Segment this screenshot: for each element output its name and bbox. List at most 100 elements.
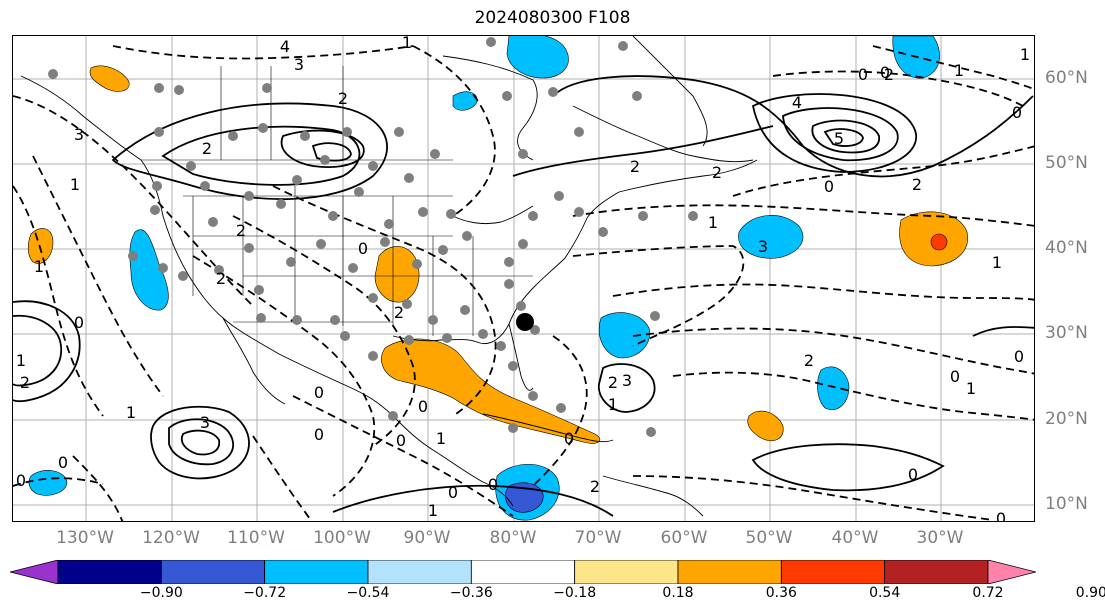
colorbar-tick-label: 0.18 bbox=[662, 585, 694, 601]
contour-label: 0 bbox=[314, 383, 324, 402]
contour-dashed bbox=[572, 204, 1034, 227]
contour-label: 2 bbox=[236, 221, 246, 240]
lat-label: 40°N bbox=[1045, 238, 1088, 258]
lon-label: 120°W bbox=[142, 528, 200, 548]
negative-anomaly-hudson bbox=[452, 91, 478, 111]
station-markers bbox=[48, 37, 698, 437]
colorbar-cell bbox=[160, 560, 266, 584]
contour-dashed bbox=[732, 145, 1034, 197]
strong-positive-core bbox=[930, 233, 948, 251]
contour-label: 5 bbox=[834, 129, 844, 148]
contour-solid bbox=[13, 300, 81, 403]
colorbar-tick-label: 0.54 bbox=[869, 585, 901, 601]
contour-label: 3 bbox=[758, 237, 768, 256]
contours bbox=[13, 75, 1034, 517]
contour-label: 0 bbox=[564, 429, 574, 448]
contour-label: 0 bbox=[488, 475, 498, 494]
colorbar-tick-label: −0.36 bbox=[449, 585, 493, 601]
contour-dashed bbox=[32, 155, 164, 397]
colorbar-tick-label: −0.72 bbox=[243, 585, 287, 601]
lat-label: 30°N bbox=[1045, 323, 1088, 343]
contour-dashed bbox=[672, 371, 1034, 421]
colorbar-tick-label: −0.54 bbox=[346, 585, 390, 601]
contour-label: 2 bbox=[338, 89, 348, 108]
lon-label: 80°W bbox=[489, 528, 537, 548]
lon-label: 30°W bbox=[916, 528, 964, 548]
contour-label: 1 bbox=[436, 429, 446, 448]
contour-dashed bbox=[13, 185, 104, 417]
contour-label: 0 bbox=[950, 367, 960, 386]
lon-label: 110°W bbox=[227, 528, 285, 548]
lon-label: 70°W bbox=[574, 528, 622, 548]
lon-label: 50°W bbox=[745, 528, 793, 548]
contour-label: 3 bbox=[294, 55, 304, 74]
contour-label: 4 bbox=[792, 93, 802, 112]
colorbar-cell bbox=[470, 560, 576, 584]
contour-solid bbox=[751, 93, 917, 173]
contour-label: 0 bbox=[314, 425, 324, 444]
colorbar-extend-high bbox=[987, 560, 1036, 584]
contour-label: 1 bbox=[428, 501, 438, 520]
positive-anomaly-west bbox=[27, 228, 54, 264]
contour-label: 2 bbox=[630, 157, 640, 176]
contour-label: 2 bbox=[804, 351, 814, 370]
negative-anomaly-subtropical bbox=[817, 366, 850, 410]
colorbar-tick-label: 0.90 bbox=[1075, 585, 1105, 601]
contour-label: 4 bbox=[280, 37, 290, 56]
contour-label: 2 bbox=[202, 139, 212, 158]
contour-label: 1 bbox=[126, 403, 136, 422]
contour-label: 1 bbox=[992, 253, 1002, 272]
contour-dashed bbox=[252, 435, 313, 521]
contour-solid bbox=[823, 128, 864, 147]
lon-label: 40°W bbox=[831, 528, 879, 548]
contour-label: 2 bbox=[590, 477, 600, 496]
positive-anomaly-gulf bbox=[381, 338, 601, 444]
contour-dashed bbox=[292, 395, 514, 517]
negative-anomaly-bahamas bbox=[599, 312, 650, 359]
colorbar-cell bbox=[367, 560, 472, 584]
contour-label: 0 bbox=[418, 397, 428, 416]
lat-label: 20°N bbox=[1045, 409, 1088, 429]
contour-label: 2 bbox=[216, 269, 226, 288]
contour-label: 0 bbox=[358, 239, 368, 258]
positive-anomaly-alaska bbox=[89, 65, 130, 92]
contour-label: 0 bbox=[448, 483, 458, 502]
contour-solid bbox=[972, 326, 1034, 337]
lat-label: 50°N bbox=[1045, 153, 1088, 173]
contour-solid bbox=[311, 142, 352, 162]
contour-solid bbox=[111, 102, 388, 200]
contour-label: 0 bbox=[858, 65, 868, 84]
colorbar-cell bbox=[884, 560, 989, 584]
contour-label: 1 bbox=[954, 61, 964, 80]
contour-solid bbox=[552, 75, 1034, 178]
contour-dashed bbox=[632, 327, 1034, 375]
contour-dashed bbox=[632, 475, 994, 521]
contour-label: 0 bbox=[880, 63, 890, 82]
negative-anomaly-east-pacific bbox=[28, 470, 68, 496]
contour-label: 1 bbox=[608, 395, 618, 414]
contour-label: 1 bbox=[708, 213, 718, 232]
contour-label: 0 bbox=[1014, 347, 1024, 366]
colorbar-tick-label: −0.90 bbox=[139, 585, 183, 601]
contour-label: 1 bbox=[1020, 45, 1030, 64]
positive-anomaly-tropical bbox=[747, 410, 784, 441]
contour-dashed bbox=[192, 255, 376, 497]
colorbar bbox=[10, 560, 1036, 584]
contour-label: 0 bbox=[58, 453, 68, 472]
contour-solid bbox=[180, 429, 221, 456]
lat-label: 10°N bbox=[1045, 494, 1088, 514]
colorbar-tick-label: 0.72 bbox=[972, 585, 1004, 601]
contour-dashed bbox=[13, 477, 104, 487]
contour-dashed bbox=[112, 45, 414, 60]
contour-label: 0 bbox=[396, 431, 406, 450]
lon-label: 60°W bbox=[660, 528, 708, 548]
contour-label: 3 bbox=[622, 371, 632, 390]
contour-solid bbox=[751, 443, 945, 492]
contour-solid bbox=[280, 129, 365, 168]
contour-label: 3 bbox=[200, 413, 210, 432]
colorbar-tick-label: −0.18 bbox=[553, 585, 597, 601]
contour-dashed bbox=[872, 45, 1034, 91]
contour-solid bbox=[598, 363, 656, 413]
contour-solid bbox=[168, 418, 235, 466]
contour-label: 0 bbox=[908, 465, 918, 484]
